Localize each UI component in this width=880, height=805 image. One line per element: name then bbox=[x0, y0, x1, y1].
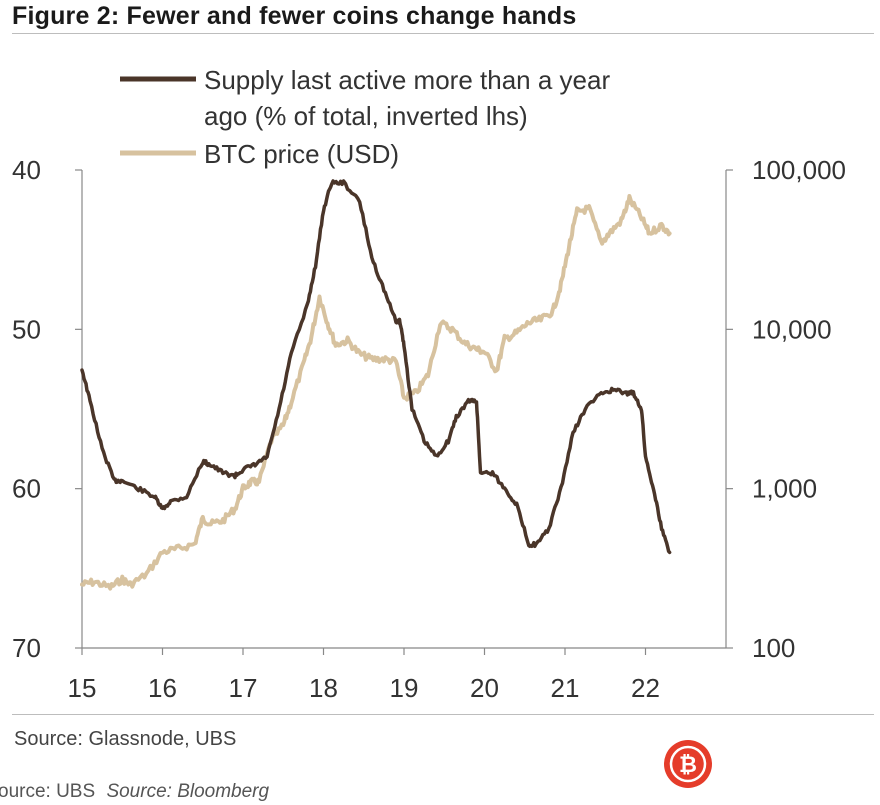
footer-credits: ource: UBS Source: Bloomberg bbox=[0, 781, 269, 803]
x-tick-label: 16 bbox=[148, 673, 177, 703]
right-tick-label: 100,000 bbox=[752, 155, 846, 185]
btc-price-line bbox=[80, 194, 672, 591]
title-divider bbox=[12, 33, 874, 34]
legend-price-label: BTC price (USD) bbox=[204, 139, 399, 169]
source-note: Source: Glassnode, UBS bbox=[14, 728, 237, 750]
svg-text:₿: ₿ bbox=[679, 753, 697, 778]
supply-line bbox=[80, 179, 672, 555]
x-tick-label: 18 bbox=[309, 673, 338, 703]
x-tick-label: 19 bbox=[390, 673, 419, 703]
footer-divider bbox=[12, 714, 874, 715]
x-tick-label: 20 bbox=[470, 673, 499, 703]
x-tick-label: 21 bbox=[551, 673, 580, 703]
chart: 40 50 60 70 100,000 10,000 1,000 100 15 16 17 18 19 2… bbox=[12, 65, 846, 703]
right-tick-label: 1,000 bbox=[752, 474, 817, 504]
x-tick-label: 17 bbox=[229, 673, 258, 703]
footer-left: ource: UBS bbox=[0, 781, 96, 802]
legend-supply-label: ago (% of total, inverted lhs) bbox=[204, 101, 528, 131]
x-tick-label: 15 bbox=[68, 673, 97, 703]
left-tick-label: 60 bbox=[12, 474, 41, 504]
series-layer bbox=[80, 179, 672, 591]
bitcoin-logo-icon: ₿ bbox=[664, 740, 712, 788]
right-tick-label: 10,000 bbox=[752, 314, 832, 344]
chart-title: Figure 2: Fewer and fewer coins change h… bbox=[12, 2, 577, 30]
right-tick-label: 100 bbox=[752, 633, 795, 663]
footer-right: Source: Bloomberg bbox=[106, 781, 270, 802]
x-tick-label: 22 bbox=[631, 673, 660, 703]
legend: Supply last active more than a year ago (… bbox=[120, 65, 610, 169]
legend-supply-label: Supply last active more than a year bbox=[204, 65, 610, 95]
left-tick-label: 50 bbox=[12, 314, 41, 344]
left-tick-label: 40 bbox=[12, 155, 41, 185]
left-tick-label: 70 bbox=[12, 633, 41, 663]
axes-layer: 40 50 60 70 100,000 10,000 1,000 100 15 16 17 18 19 2… bbox=[12, 155, 846, 703]
